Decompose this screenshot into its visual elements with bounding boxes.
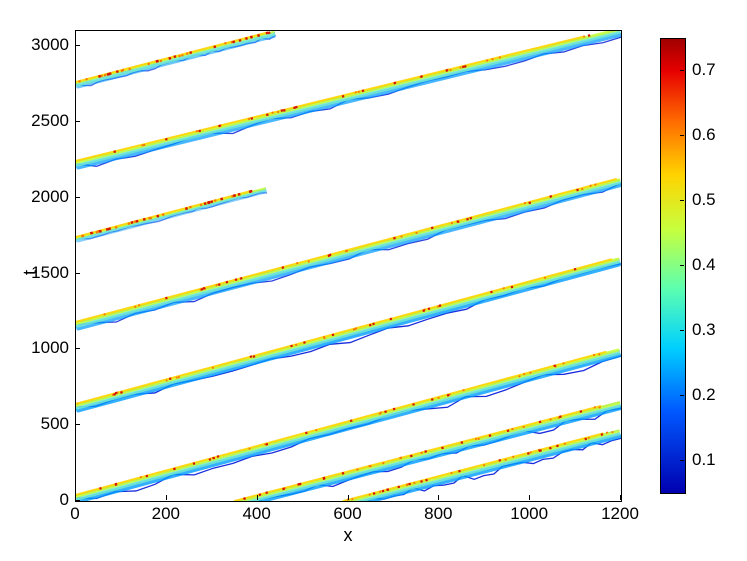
y-tick-label: 3000 xyxy=(31,35,69,55)
x-tick-label: 200 xyxy=(152,504,180,524)
heatmap-band xyxy=(342,428,622,502)
y-tick-label: 0 xyxy=(60,490,69,510)
x-tick-label: 600 xyxy=(333,504,361,524)
colorbar-tick-label: 0.4 xyxy=(692,255,716,275)
heatmap-band xyxy=(75,30,622,173)
x-axis-label: x xyxy=(338,525,358,546)
colorbar-tick-label: 0.1 xyxy=(692,450,716,470)
colorbar-tick-label: 0.7 xyxy=(692,60,716,80)
heatmap-band xyxy=(75,347,622,502)
colorbar-tick-label: 0.2 xyxy=(692,385,716,405)
heatmap-band xyxy=(75,30,277,92)
x-tick-label: 1000 xyxy=(510,504,548,524)
heatmap-band xyxy=(75,186,268,245)
y-tick-label: 2500 xyxy=(31,111,69,131)
colorbar xyxy=(660,38,686,494)
y-axis-label: t xyxy=(20,270,41,275)
y-tick-label: 2000 xyxy=(31,187,69,207)
x-tick-label: 0 xyxy=(70,504,79,524)
colorbar-tick-label: 0.6 xyxy=(692,125,716,145)
heatmap-band xyxy=(75,177,622,333)
figure: (c) 020040060080010001200 05001000150020… xyxy=(0,0,747,561)
x-tick-label: 400 xyxy=(242,504,270,524)
colorbar-tick-label: 0.5 xyxy=(692,190,716,210)
colorbar-tick-label: 0.3 xyxy=(692,320,716,340)
x-tick-label: 1200 xyxy=(601,504,639,524)
y-tick-label: 500 xyxy=(41,414,69,434)
y-tick-label: 1000 xyxy=(31,338,69,358)
colorbar-gradient xyxy=(661,39,685,493)
heatmap-band xyxy=(233,400,622,502)
heatmap-band xyxy=(75,256,622,416)
plot-area xyxy=(75,30,622,502)
x-tick-label: 800 xyxy=(424,504,452,524)
